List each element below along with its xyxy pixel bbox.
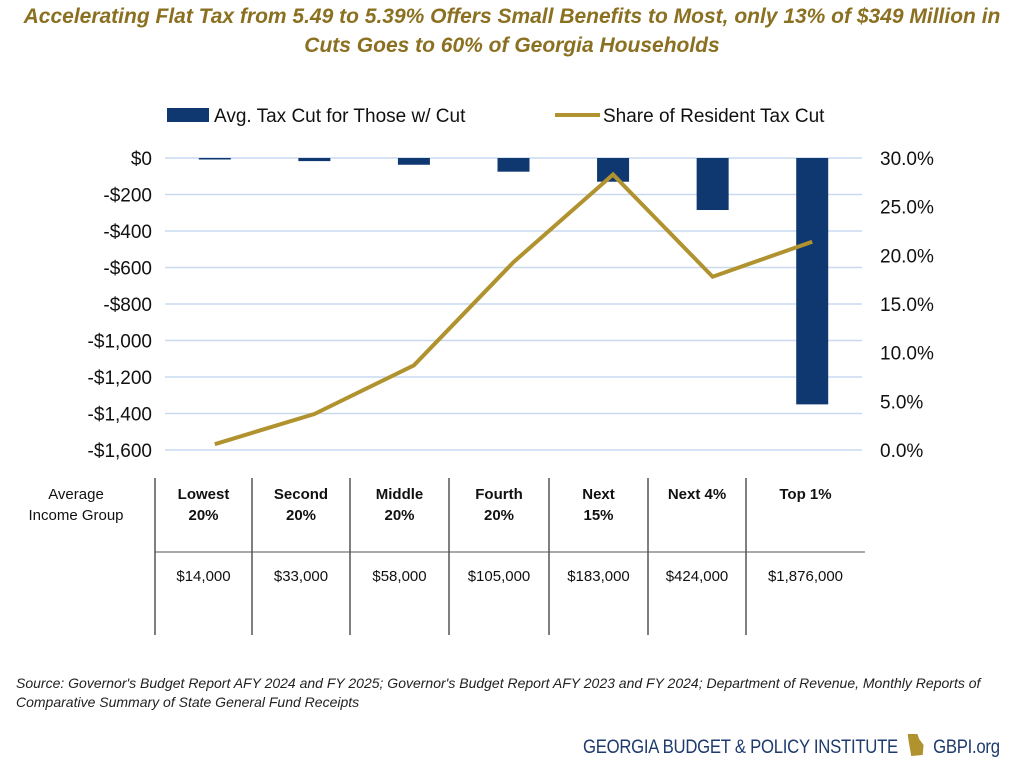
category-label: Next xyxy=(582,486,615,503)
avg-income-value: $58,000 xyxy=(372,568,426,585)
category-label: 20% xyxy=(384,507,414,524)
right-tick-label: 5.0% xyxy=(880,392,923,413)
bar-5 xyxy=(597,158,630,182)
legend-bar-label: Avg. Tax Cut for Those w/ Cut xyxy=(214,106,466,127)
gbpi-logo: GEORGIA BUDGET & POLICY INSTITUTE GBPI.o… xyxy=(583,733,1000,759)
bar-2 xyxy=(298,158,331,162)
logo-url: GBPI.org xyxy=(933,737,1000,758)
row-label: Average xyxy=(48,486,104,503)
avg-income-value: $33,000 xyxy=(274,568,328,585)
avg-income-value: $105,000 xyxy=(468,568,531,585)
avg-income-value: $1,876,000 xyxy=(768,568,843,585)
right-tick-label: 10.0% xyxy=(880,344,934,365)
logo-name: GEORGIA BUDGET & POLICY INSTITUTE xyxy=(583,737,898,758)
bar-3 xyxy=(397,158,430,165)
left-tick-label: -$400 xyxy=(103,222,152,243)
source-note: Source: Governor's Budget Report AFY 202… xyxy=(16,675,981,710)
legend-bar-swatch xyxy=(167,108,209,122)
category-label: 20% xyxy=(484,507,514,524)
left-tick-label: -$800 xyxy=(103,295,152,316)
bar-7 xyxy=(796,158,829,405)
left-tick-label: -$1,400 xyxy=(88,405,152,426)
category-label: Second xyxy=(274,486,328,503)
right-tick-label: 15.0% xyxy=(880,295,934,316)
chart-title: Accelerating Flat Tax from 5.49 to 5.39%… xyxy=(23,5,1001,57)
category-label: Fourth xyxy=(475,486,522,503)
avg-income-value: $424,000 xyxy=(666,568,729,585)
category-label: 15% xyxy=(583,507,613,524)
right-tick-label: 20.0% xyxy=(880,246,934,267)
left-tick-label: -$1,000 xyxy=(88,332,152,353)
legend-line-label: Share of Resident Tax Cut xyxy=(603,106,825,127)
bar-4 xyxy=(497,158,530,172)
category-label: 20% xyxy=(286,507,316,524)
row-label: Income Group xyxy=(28,507,123,524)
left-tick-label: -$600 xyxy=(103,259,152,280)
right-tick-label: 25.0% xyxy=(880,198,934,219)
share-line xyxy=(214,171,813,447)
right-tick-label: 30.0% xyxy=(880,149,934,170)
bar-1 xyxy=(198,158,231,160)
category-label: Next 4% xyxy=(668,486,726,503)
bar-6 xyxy=(696,158,729,211)
category-label: Top 1% xyxy=(779,486,831,503)
category-label: Middle xyxy=(376,486,424,503)
left-tick-label: -$200 xyxy=(103,186,152,207)
category-label: Lowest xyxy=(178,486,230,503)
left-tick-label: $0 xyxy=(131,149,152,170)
avg-income-value: $14,000 xyxy=(176,568,230,585)
left-tick-label: -$1,200 xyxy=(88,368,152,389)
category-label: 20% xyxy=(188,507,218,524)
right-tick-label: 0.0% xyxy=(880,441,923,462)
chart: $0 -$200 -$400 -$600 -$800 -$1,000 -$1,200 -$1,… xyxy=(28,106,934,635)
left-tick-label: -$1,600 xyxy=(88,441,152,462)
georgia-map-icon xyxy=(907,734,924,756)
avg-income-value: $183,000 xyxy=(567,568,630,585)
